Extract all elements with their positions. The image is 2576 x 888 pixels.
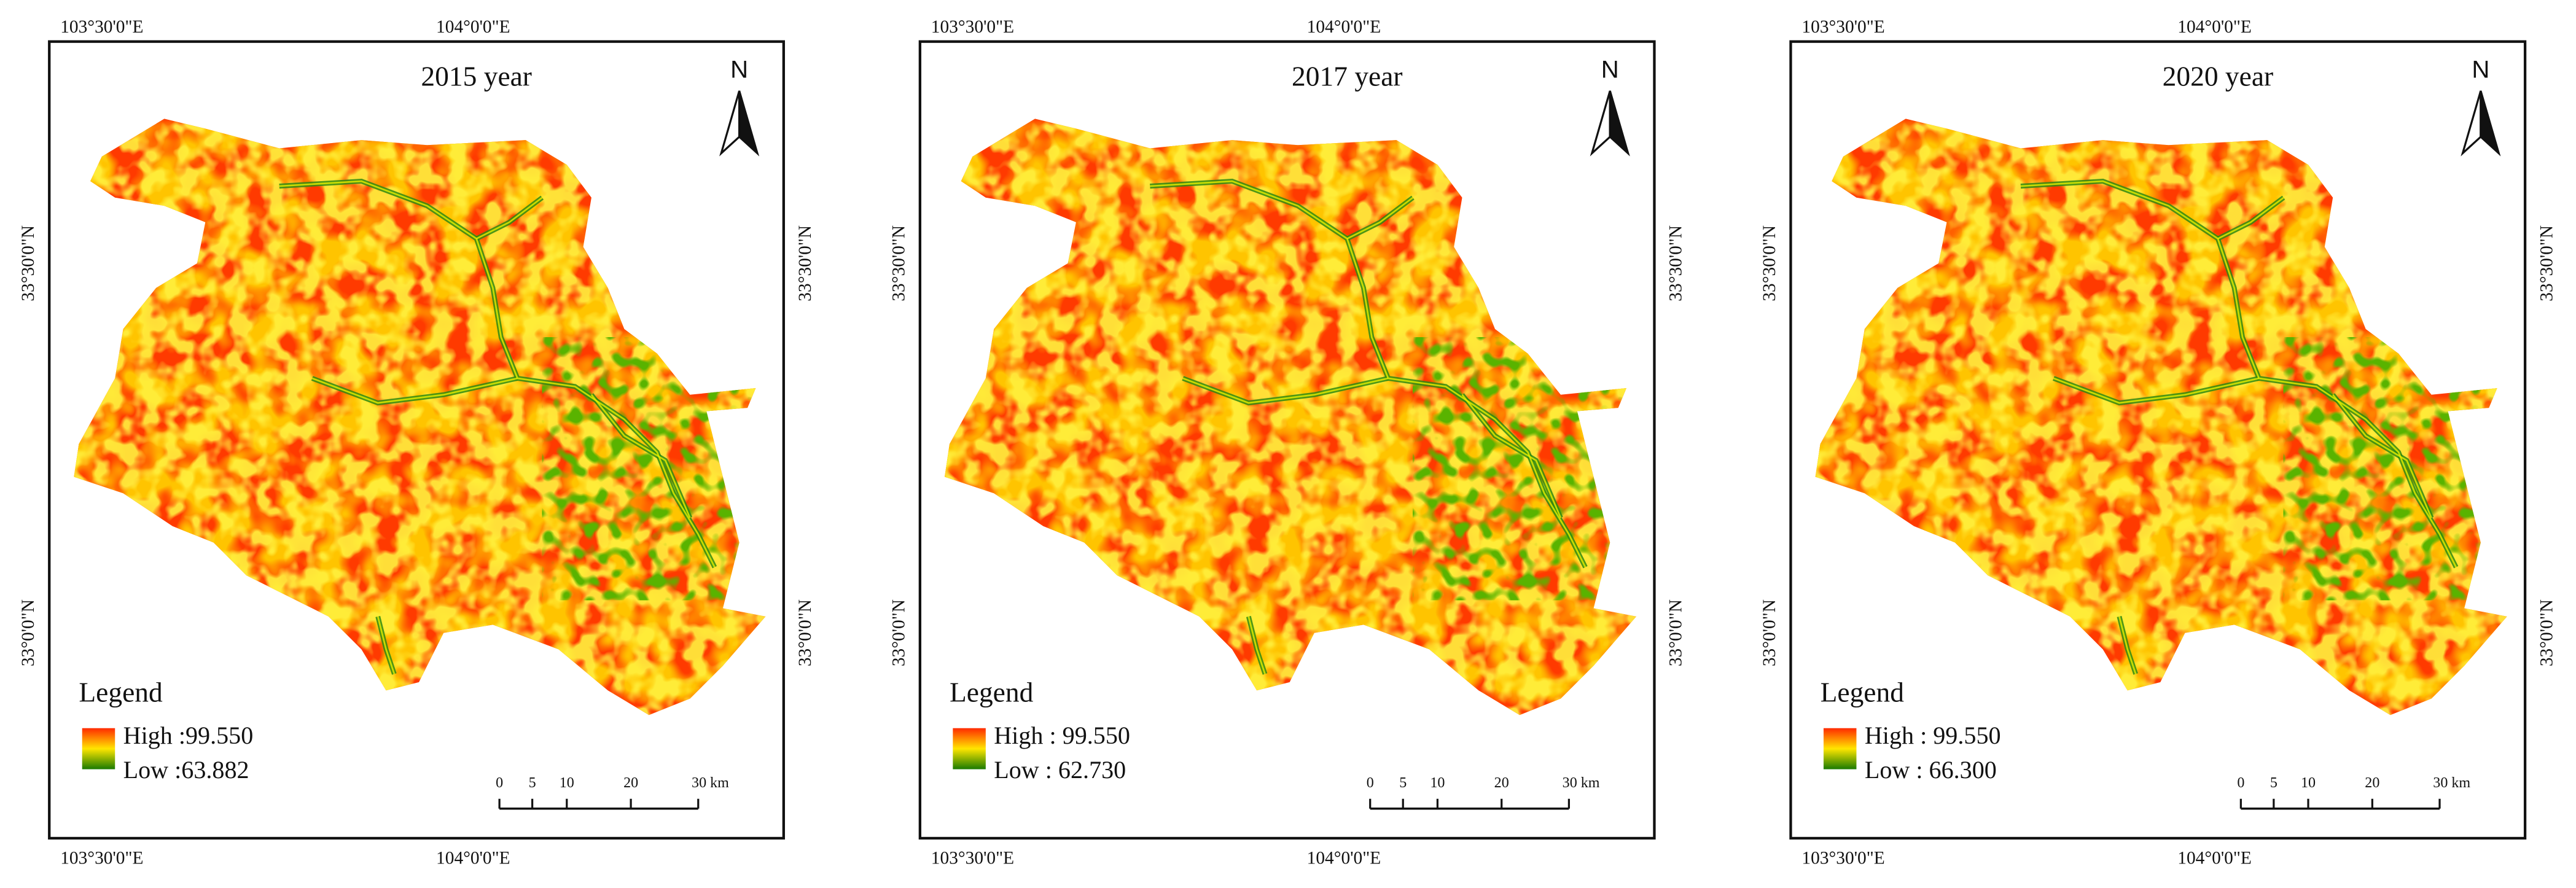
scale-label: 0	[496, 775, 503, 791]
scale-label: 0	[1367, 775, 1374, 791]
lat-label-left: 33°0'0"N	[889, 599, 909, 666]
lat-label-right: 33°0'0"N	[1666, 599, 1686, 666]
stream-edge	[311, 377, 518, 404]
lat-label-left: 33°0'0"N	[1760, 599, 1779, 666]
lat-label-right: 33°0'0"N	[2537, 599, 2556, 666]
legend-low: Low :63.882	[123, 756, 249, 784]
legend-swatch	[953, 728, 986, 769]
map-title: 2020 year	[2163, 61, 2274, 92]
legend-title: Legend	[1821, 677, 1905, 708]
legend-high: High :99.550	[123, 722, 254, 749]
map-panel: 2015 year N 103°30'0"E 103°30'0"E 104°0'0"E 1…	[18, 17, 815, 868]
lon-label-bottom: 104°0'0"E	[436, 848, 510, 868]
stream-edge	[1182, 377, 1389, 404]
lon-label-top: 104°0'0"E	[1307, 17, 1381, 37]
map-panel: 2020 year N 103°30'0"E 103°30'0"E 104°0'0"E 1…	[1760, 17, 2556, 868]
scale-label: 20	[623, 775, 638, 791]
north-arrow-fill	[1609, 90, 1630, 157]
north-label: N	[2472, 55, 2489, 83]
north-arrow-fill	[2480, 90, 2501, 157]
scale-label: 10	[1430, 775, 1445, 791]
legend-high: High : 99.550	[994, 722, 1130, 749]
lon-label-bottom: 103°30'0"E	[60, 848, 143, 868]
stream-edge	[1346, 197, 1414, 240]
map-title: 2015 year	[421, 61, 532, 92]
stream-edge	[1461, 394, 1562, 518]
stream-edge	[2053, 377, 2260, 404]
stream-edge	[476, 197, 543, 240]
lon-label-bottom: 103°30'0"E	[931, 848, 1014, 868]
scale-label: 5	[2270, 775, 2277, 791]
lon-label-bottom: 104°0'0"E	[1307, 848, 1381, 868]
scale-label: 5	[1399, 775, 1407, 791]
scale-label: 30 km	[2433, 775, 2470, 791]
lat-label-left: 33°30'0"N	[18, 225, 38, 302]
scale-label: 10	[2301, 775, 2316, 791]
legend-low: Low : 66.300	[1865, 756, 1997, 784]
lat-label-left: 33°0'0"N	[18, 599, 38, 666]
scale-label: 20	[2365, 775, 2379, 791]
north-arrow-fill	[738, 90, 760, 157]
scale-label: 10	[560, 775, 574, 791]
legend-title: Legend	[79, 677, 163, 708]
lat-label-right: 33°30'0"N	[2537, 225, 2556, 302]
north-label: N	[730, 55, 748, 83]
lon-label-bottom: 104°0'0"E	[2177, 848, 2252, 868]
scale-label: 0	[2237, 775, 2244, 791]
lon-label-bottom: 103°30'0"E	[1801, 848, 1884, 868]
north-label: N	[1601, 55, 1619, 83]
lon-label-top: 103°30'0"E	[1801, 17, 1884, 37]
legend-title: Legend	[950, 677, 1034, 708]
stream-edge	[2118, 616, 2137, 674]
stream-edge	[1247, 616, 1266, 674]
lon-label-top: 103°30'0"E	[60, 17, 143, 37]
lon-label-top: 104°0'0"E	[436, 17, 510, 37]
legend-swatch	[1823, 728, 1857, 769]
stream-edge	[590, 394, 691, 518]
lon-label-top: 103°30'0"E	[931, 17, 1014, 37]
lon-label-top: 104°0'0"E	[2177, 17, 2252, 37]
scale-label: 5	[529, 775, 536, 791]
scale-label: 20	[1494, 775, 1509, 791]
legend-swatch	[82, 728, 115, 769]
map-panel: 2017 year N 103°30'0"E 103°30'0"E 104°0'0"E 1…	[889, 17, 1686, 868]
stream-edge	[2217, 197, 2284, 240]
map-title: 2017 year	[1292, 61, 1403, 92]
legend-low: Low : 62.730	[994, 756, 1126, 784]
scale-label: 30 km	[1563, 775, 1600, 791]
lat-label-left: 33°30'0"N	[889, 225, 909, 302]
lat-label-right: 33°30'0"N	[795, 225, 815, 302]
stream-edge	[2332, 394, 2432, 518]
stream-edge	[377, 616, 396, 674]
legend-high: High : 99.550	[1865, 722, 2001, 749]
lat-label-right: 33°30'0"N	[1666, 225, 1686, 302]
lat-label-right: 33°0'0"N	[795, 599, 815, 666]
scale-label: 30 km	[692, 775, 729, 791]
lat-label-left: 33°30'0"N	[1760, 225, 1779, 302]
